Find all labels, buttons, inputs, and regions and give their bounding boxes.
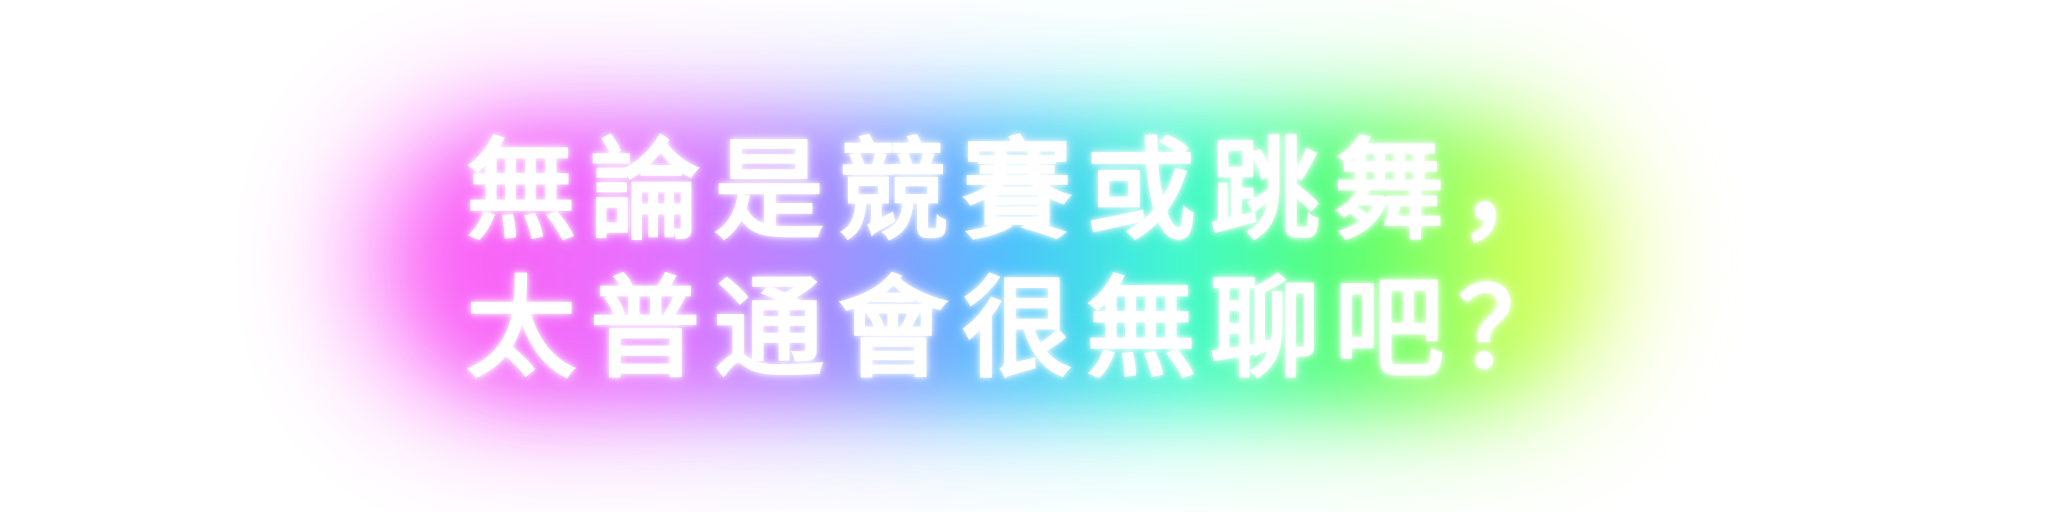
caption-text: 無論是競賽或跳舞， 太普通會很無聊吧？: [466, 122, 1626, 398]
caption-line-2: 太普通會很無聊吧？: [466, 265, 1582, 393]
caption-line-1: 無論是競賽或跳舞，: [466, 127, 1582, 255]
rainbow-glow-core: [430, 140, 1560, 390]
